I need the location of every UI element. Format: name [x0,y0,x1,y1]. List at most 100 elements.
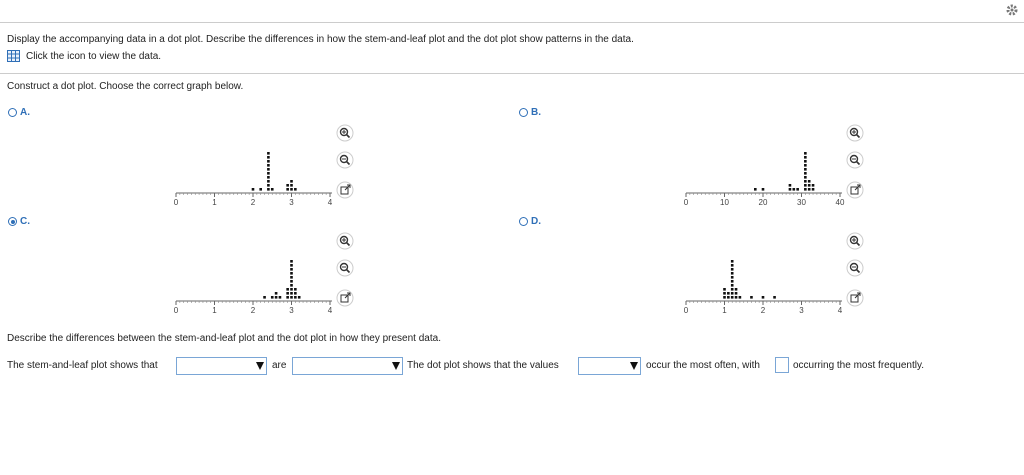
icon-shape [854,292,861,299]
answer-box[interactable] [775,357,789,373]
radio-button[interactable] [519,217,528,226]
icon-shape [345,241,351,247]
dropdown[interactable] [292,357,403,375]
dot [804,184,807,187]
icon-circle [336,232,354,250]
icon-shape [852,238,856,242]
dot [734,288,738,291]
icon-shape [345,160,351,166]
tick-label: 3 [289,306,294,315]
dot [286,188,289,191]
dot [734,296,738,299]
dot [267,168,270,171]
dot [804,176,807,179]
icon-shape [849,154,859,164]
tick-label: 1 [722,306,727,315]
dot [290,276,293,279]
zoom-icon[interactable] [336,124,354,142]
dot [761,296,765,299]
instruction: Display the accompanying data in a dot p… [7,34,634,45]
zoom-icon[interactable] [336,181,354,199]
icon-shape [850,186,859,195]
dot [286,292,289,295]
dot [286,184,289,187]
tick-label: 4 [838,306,843,315]
dot [290,184,293,187]
settings-icon[interactable] [1005,3,1019,17]
dot [267,172,270,175]
icon-shape [340,186,349,195]
zoom-icon[interactable] [336,289,354,307]
dot [290,288,293,291]
icon-circle [336,124,354,142]
dot [804,164,807,167]
dropdown[interactable] [578,357,641,375]
dot [267,188,270,191]
dot [788,188,792,191]
dot [267,180,270,183]
zoom-icon[interactable] [846,181,864,199]
section-rule [0,73,1024,74]
icon-shape [852,130,856,134]
data-icon[interactable] [7,50,20,62]
dot [723,288,726,291]
dropdown[interactable] [176,357,267,375]
dot [723,292,726,295]
radio-button[interactable] [8,108,17,117]
dot [804,152,807,155]
dot [807,184,811,187]
zoom-icon[interactable] [846,232,864,250]
icon-shape [854,184,861,191]
zoom-icon[interactable] [336,232,354,250]
icon-circle [846,232,864,250]
tick-label: 4 [328,198,333,207]
dot [297,296,301,299]
radio-button[interactable] [519,108,528,117]
zoom-icon[interactable] [846,124,864,142]
dot [274,296,278,299]
dot [267,184,270,187]
dot [294,288,297,291]
tick-label: 1 [212,198,217,207]
dot [251,188,255,191]
icon-shape [855,268,861,274]
dot [286,288,289,291]
data-link[interactable]: Click the icon to view the data. [26,51,162,62]
dot [788,184,792,187]
zoom-icon[interactable] [846,289,864,307]
sentence-part: are [272,360,287,371]
tick-label: 30 [797,198,806,207]
dot [267,152,270,155]
icon-shape [339,154,349,164]
dot [734,292,738,295]
option-letter: A. [20,107,30,118]
option-letter: B. [531,107,541,118]
dot [773,296,776,299]
dot [730,288,734,291]
option-letter: D. [531,216,541,227]
tick-label: 0 [174,198,179,207]
zoom-icon[interactable] [846,259,864,277]
tick-label: 2 [251,198,256,207]
dot [761,188,765,191]
dot [290,180,293,183]
dot [730,260,734,263]
dot [278,296,282,299]
zoom-icon[interactable] [336,259,354,277]
dot [730,284,734,287]
icon-shape [345,133,351,139]
icon-shape [850,294,859,303]
dot [727,292,730,295]
zoom-icon[interactable] [336,151,354,169]
icon-shape [855,160,861,166]
icon-circle [846,151,864,169]
option-letter: C. [20,216,30,227]
icon-shape [339,235,349,245]
radio-button[interactable] [8,217,17,226]
dot [727,296,730,299]
dot [294,296,297,299]
dot [267,164,270,167]
dot [290,268,293,271]
zoom-icon[interactable] [846,151,864,169]
